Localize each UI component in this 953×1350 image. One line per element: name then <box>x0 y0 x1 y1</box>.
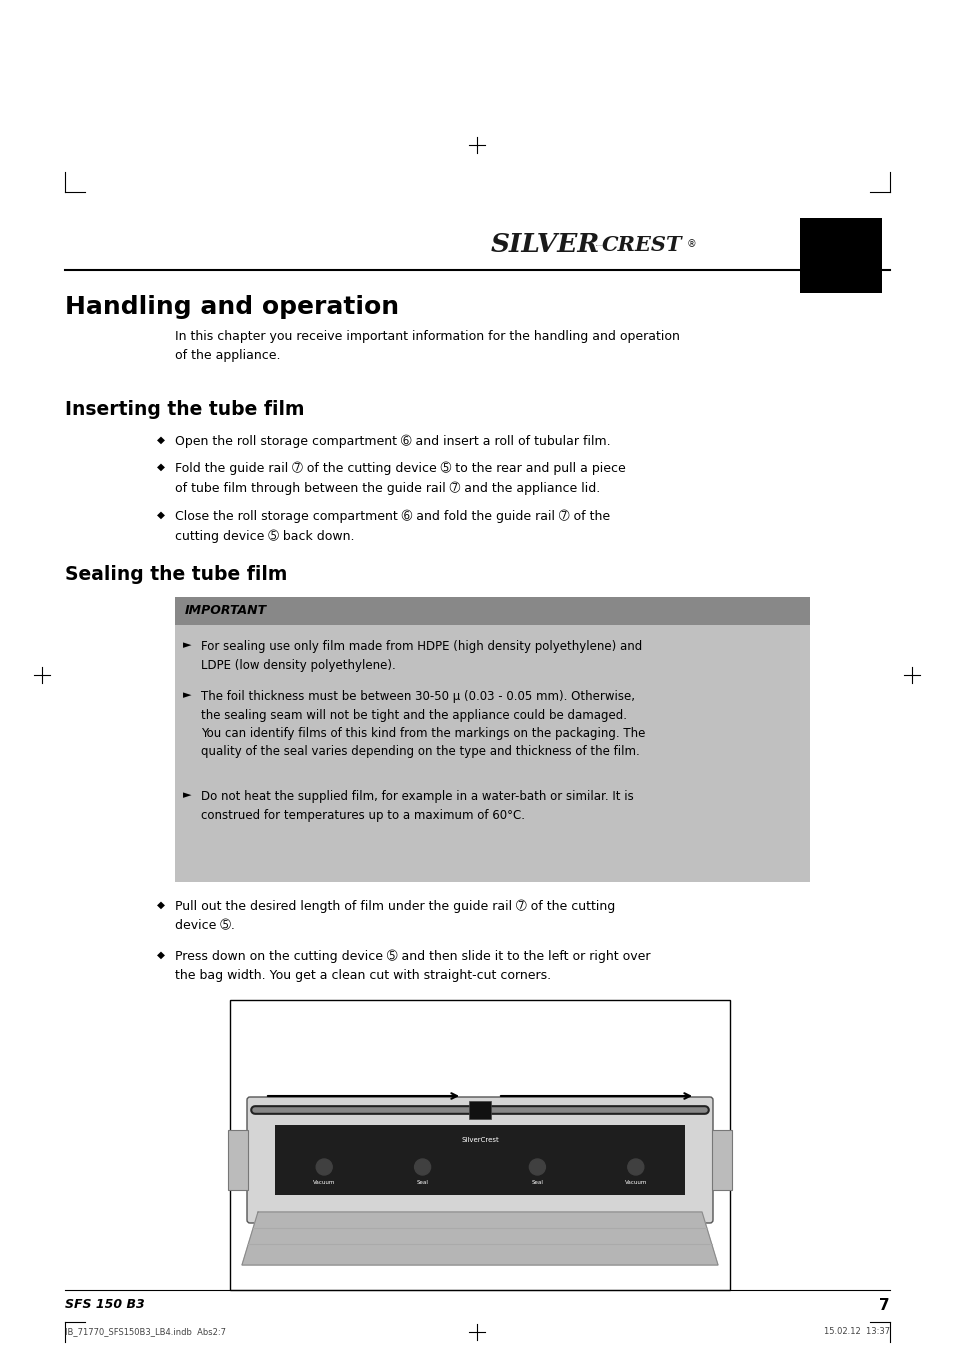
Text: IB_71770_SFS150B3_LB4.indb  Abs2:7: IB_71770_SFS150B3_LB4.indb Abs2:7 <box>65 1327 226 1336</box>
Text: ®: ® <box>686 239 696 248</box>
Text: ►: ► <box>183 640 192 649</box>
Circle shape <box>627 1160 643 1174</box>
Text: Press down on the cutting device ➄ and then slide it to the left or right over
t: Press down on the cutting device ➄ and t… <box>174 950 650 981</box>
FancyBboxPatch shape <box>247 1098 712 1223</box>
Text: 15.02.12  13:37: 15.02.12 13:37 <box>823 1327 889 1336</box>
Text: ◆: ◆ <box>157 900 165 910</box>
Text: SILVER: SILVER <box>490 232 599 258</box>
Text: CREST: CREST <box>601 235 681 255</box>
Text: Seal: Seal <box>416 1180 428 1185</box>
Circle shape <box>415 1160 430 1174</box>
Circle shape <box>529 1160 545 1174</box>
Text: IMPORTANT: IMPORTANT <box>185 605 267 617</box>
Text: ◆: ◆ <box>157 510 165 520</box>
Text: GB: GB <box>826 246 854 265</box>
Circle shape <box>315 1160 332 1174</box>
Text: The foil thickness must be between 30-50 μ (0.03 - 0.05 mm). Otherwise,
the seal: The foil thickness must be between 30-50… <box>201 690 644 759</box>
Text: Sealing the tube film: Sealing the tube film <box>65 566 287 585</box>
Text: Fold the guide rail ➆ of the cutting device ➄ to the rear and pull a piece
of tu: Fold the guide rail ➆ of the cutting dev… <box>174 462 625 494</box>
Text: Do not heat the supplied film, for example in a water-bath or similar. It is
con: Do not heat the supplied film, for examp… <box>201 790 633 822</box>
Text: Inserting the tube film: Inserting the tube film <box>65 400 304 418</box>
Text: Handling and operation: Handling and operation <box>65 296 398 319</box>
Bar <box>230 1000 729 1291</box>
Polygon shape <box>242 1212 718 1265</box>
Text: ◆: ◆ <box>157 462 165 472</box>
Text: ►: ► <box>183 790 192 801</box>
Text: SFS 150 B3: SFS 150 B3 <box>65 1299 145 1311</box>
Bar <box>469 1102 491 1119</box>
Text: Close the roll storage compartment ➅ and fold the guide rail ➆ of the
cutting de: Close the roll storage compartment ➅ and… <box>174 510 610 543</box>
Bar <box>228 1130 248 1189</box>
Text: Vacuum: Vacuum <box>624 1180 646 1185</box>
Text: ◆: ◆ <box>157 435 165 446</box>
Text: 7: 7 <box>879 1297 889 1312</box>
Text: SilverCrest: SilverCrest <box>460 1137 498 1143</box>
Bar <box>274 1125 684 1195</box>
Bar <box>800 217 882 293</box>
Text: ◆: ◆ <box>157 950 165 960</box>
Bar <box>711 1130 731 1189</box>
Text: ►: ► <box>183 690 192 701</box>
Bar <box>174 597 809 625</box>
Text: For sealing use only film made from HDPE (high density polyethylene) and
LDPE (l: For sealing use only film made from HDPE… <box>201 640 641 671</box>
Text: Vacuum: Vacuum <box>313 1180 335 1185</box>
Text: Pull out the desired length of film under the guide rail ➆ of the cutting
device: Pull out the desired length of film unde… <box>174 900 615 931</box>
Text: Seal: Seal <box>531 1180 543 1185</box>
Text: In this chapter you receive important information for the handling and operation: In this chapter you receive important in… <box>174 329 679 362</box>
Bar <box>174 597 809 882</box>
Text: Open the roll storage compartment ➅ and insert a roll of tubular film.: Open the roll storage compartment ➅ and … <box>174 435 610 448</box>
